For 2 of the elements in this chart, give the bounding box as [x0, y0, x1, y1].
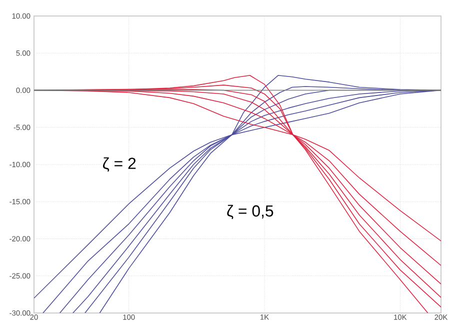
annotation: ζ = 2	[103, 157, 136, 172]
annotation: ζ = 0,5	[227, 204, 274, 220]
